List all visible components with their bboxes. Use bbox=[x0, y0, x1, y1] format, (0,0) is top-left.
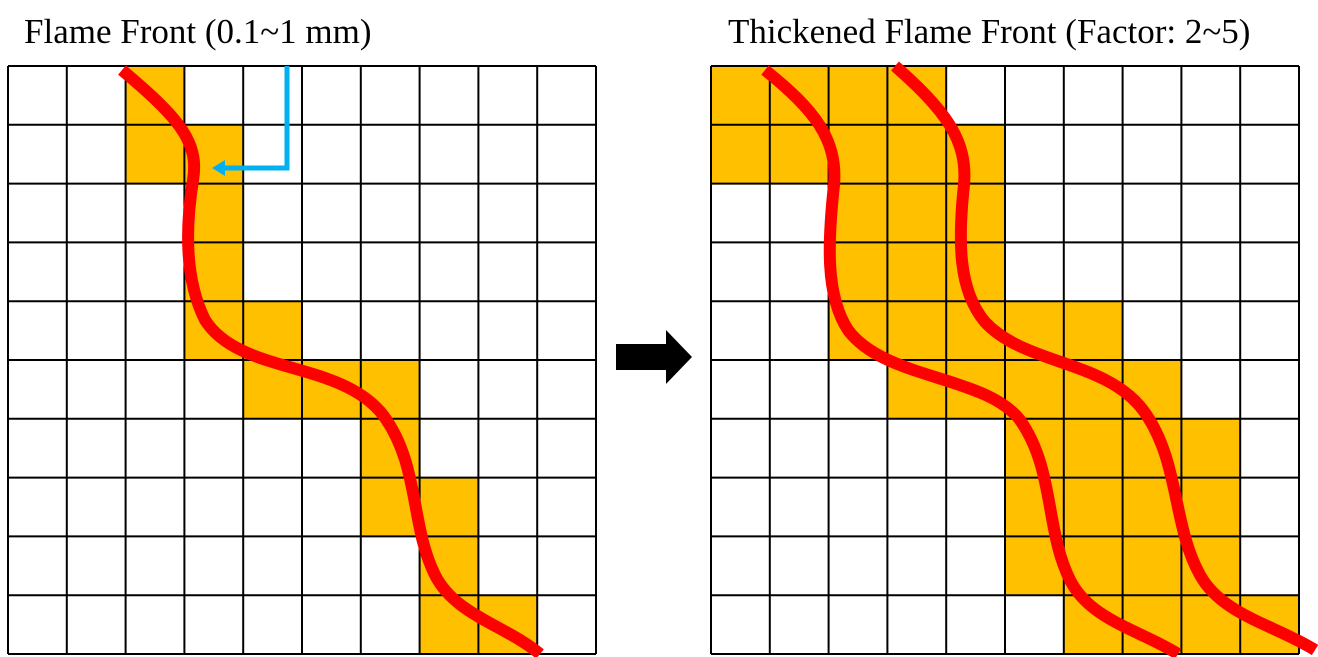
right-cell-r0-c0 bbox=[711, 66, 770, 125]
right-cell-r3-c3 bbox=[887, 242, 947, 302]
thickened-flame-front-curve-2 bbox=[891, 61, 1318, 656]
left-cell-r5-c6 bbox=[360, 360, 420, 419]
right-cell-r4-c6 bbox=[1063, 301, 1123, 360]
right-cell-r6-c6 bbox=[1063, 418, 1123, 478]
right-cell-r0-c2 bbox=[828, 66, 888, 125]
right-cell-r2-c3 bbox=[887, 183, 947, 243]
right-cell-r3-c4 bbox=[946, 242, 1005, 302]
right-grid bbox=[710, 65, 1300, 655]
left-grid bbox=[7, 65, 597, 655]
right-cell-r4-c3 bbox=[887, 301, 947, 360]
left-panel bbox=[7, 65, 597, 657]
right-cell-r7-c8 bbox=[1181, 477, 1241, 537]
right-cell-r7-c6 bbox=[1063, 477, 1123, 537]
right-cell-r6-c8 bbox=[1181, 418, 1241, 478]
left-cell-r1-c2 bbox=[125, 124, 185, 184]
left-panel-title: Flame Front (0.1~1 mm) bbox=[24, 12, 372, 51]
left-cell-r7-c7 bbox=[419, 477, 479, 537]
thickened-flame-front-curve-1 bbox=[761, 65, 1182, 657]
right-cell-r5-c7 bbox=[1122, 360, 1182, 419]
flame-front-curve bbox=[118, 65, 544, 657]
cell-size-arrow-icon bbox=[212, 66, 290, 176]
right-panel-title: Thickened Flame Front (Factor: 2~5) bbox=[728, 12, 1251, 51]
transition-arrow-icon bbox=[616, 330, 692, 384]
right-cell-r1-c3 bbox=[887, 124, 947, 184]
right-panel bbox=[710, 61, 1318, 657]
right-cell-r8-c7 bbox=[1122, 536, 1182, 596]
right-filled-cells bbox=[711, 66, 1299, 654]
right-cell-r1-c0 bbox=[711, 124, 770, 184]
